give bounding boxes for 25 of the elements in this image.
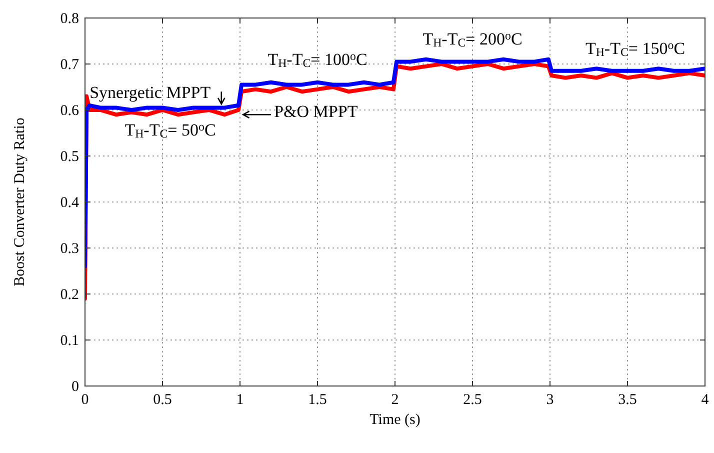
y-tick-label: 0 [72,379,79,395]
y-tick-label: 0.3 [60,241,79,257]
x-tick-label: 2.5 [463,392,482,408]
x-tick-label: 3 [546,392,554,408]
annotation: T$_{H}$-T$_{C}$= 50$^{o}$C [124,118,216,141]
x-tick-label: 1.5 [308,392,327,408]
annotation: T$_{H}$-T$_{C}$= 150$^{o}$C [585,37,686,60]
y-tick-label: 0.5 [60,149,79,165]
series-label: Synergetic MPPT [90,83,212,102]
y-tick-label: 0.4 [60,195,80,211]
y-axis-title: Boost Converter Duty Ratio [12,118,28,286]
x-tick-label: 4 [701,392,710,408]
x-tick-label: 3.5 [618,392,637,408]
series-label: P&O MPPT [274,102,358,121]
y-tick-label: 0.6 [60,103,80,119]
y-tick-label: 0.7 [60,57,80,73]
x-tick-label: 1 [236,392,244,408]
annotation: T$_{H}$-T$_{C}$= 200$^{o}$C [422,28,522,50]
y-tick-label: 0.8 [60,11,79,27]
x-axis-title: Time (s) [370,412,420,428]
x-tick-label: 0.5 [153,392,172,408]
y-tick-label: 0.1 [60,333,79,349]
x-tick-label: 2 [391,392,399,408]
annotation: T$_{H}$-T$_{C}$= 100$^{o}$C [268,48,368,70]
y-tick-label: 0.2 [60,287,79,303]
